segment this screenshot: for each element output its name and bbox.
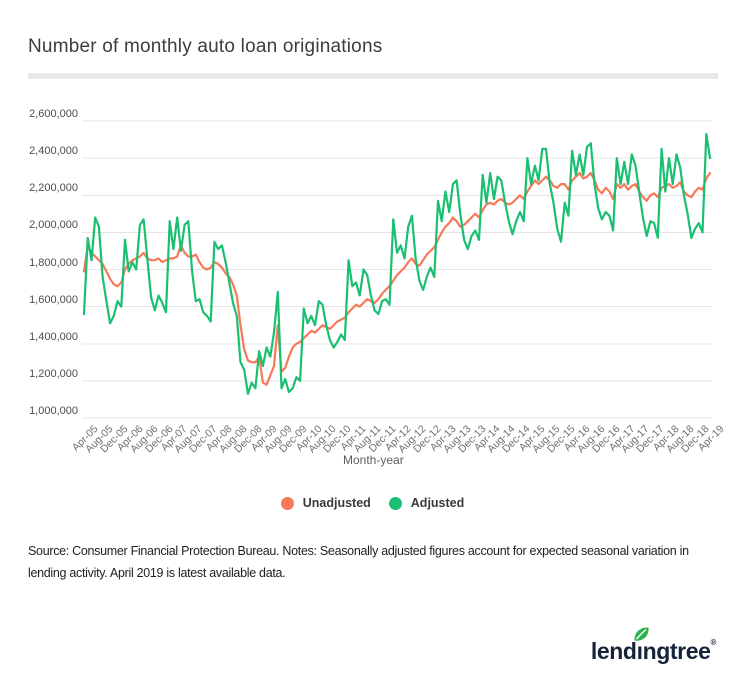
logo-dotless-i: ı [636,638,643,664]
logo-text-ngtree: ngtree [642,638,711,664]
chart-title: Number of monthly auto loan originations [28,36,383,57]
leaf-vein [635,628,647,640]
leaf-icon [634,627,649,641]
legend-label-unadjusted: Unadjusted [302,496,371,510]
y-axis-tick-label: 2,600,000 [29,108,78,120]
y-axis-tick-label: 2,200,000 [29,182,78,195]
legend-item-adjusted: Adjusted [388,496,465,510]
title-underline [28,73,718,79]
line-adjusted [82,132,712,395]
legend-label-adjusted: Adjusted [410,496,465,510]
y-axis-tick-label: 2,000,000 [29,219,78,232]
adjusted-marker-icon [388,496,402,510]
legend: Unadjusted Adjusted [0,496,745,510]
unadjusted-marker-icon [280,496,294,510]
source-note: Source: Consumer Financial Protection Bu… [28,544,689,580]
registered-trademark: ® [710,638,717,647]
y-axis-tick-label: 2,400,000 [29,145,78,158]
x-axis-title: Month-year [343,453,404,467]
chart-plot-area [82,120,712,419]
line-unadjusted [82,171,712,386]
y-axis-tick-label: 1,400,000 [29,330,78,343]
logo-text-lend: lend [590,638,637,664]
lendingtree-logo: lend ıngtree® [591,624,716,665]
y-axis-tick-label: 1,600,000 [29,293,78,306]
y-axis-tick-label: 1,800,000 [29,256,78,269]
logo-letter-i: ı [634,627,649,665]
legend-item-unadjusted: Unadjusted [280,496,371,510]
lendingtree-wordmark: lend ıngtree® [591,624,716,665]
y-axis-tick-label: 1,200,000 [29,367,78,380]
y-axis-tick-label: 1,000,000 [29,405,78,417]
